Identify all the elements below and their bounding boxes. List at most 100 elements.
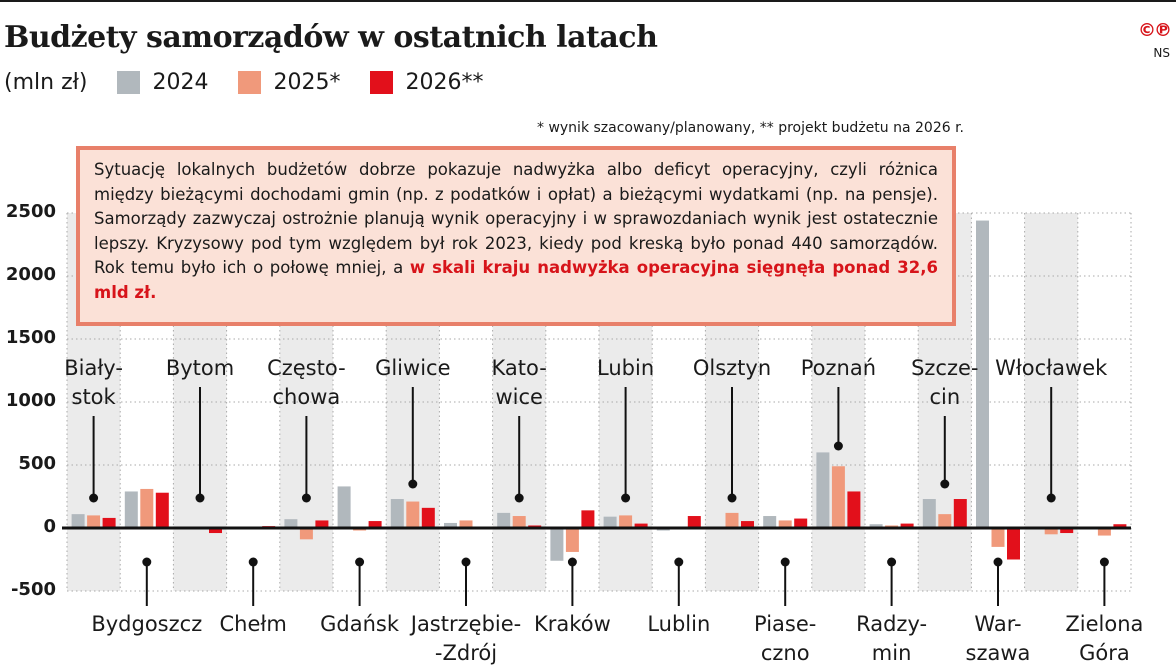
bar-2025 — [831, 466, 845, 528]
legend-item-2024: 2024 — [117, 70, 208, 95]
bar-2026 — [581, 510, 595, 528]
pointer-dot — [1046, 493, 1056, 503]
bar-2026 — [953, 499, 967, 528]
city-label: War- szawa — [965, 612, 1031, 665]
bar-2024 — [976, 220, 989, 528]
bar-2026 — [900, 523, 914, 528]
pointer-dot — [461, 557, 471, 567]
pointer-dot — [355, 557, 365, 567]
bar-2026 — [1060, 528, 1074, 534]
chart-title: Budżety samorządów w ostatnich latach — [4, 20, 658, 55]
city-label: Piase- czno — [754, 612, 817, 665]
city-label: Szcze- cin — [911, 356, 979, 409]
info-box: Sytuację lokalnych budżetów dobrze pokaz… — [76, 146, 956, 326]
pointer-dot — [674, 557, 684, 567]
city-label: Biały- stok — [64, 356, 123, 409]
bar-2026 — [1007, 528, 1020, 560]
city-label: Lublin — [647, 612, 711, 636]
info-highlight: w skali kraju nadwyżka operacyjna sięgnę… — [94, 258, 938, 302]
city-label: Kato- wice — [491, 356, 547, 409]
city-label: Lubin — [597, 356, 655, 380]
city-label: Olsztyn — [692, 356, 772, 380]
top-rule — [0, 0, 1176, 2]
city-label: Chełm — [219, 612, 287, 636]
bar-2024 — [337, 486, 351, 528]
y-tick-label: 2000 — [5, 264, 56, 285]
bar-2026 — [847, 491, 861, 528]
author-initials: NS — [1153, 46, 1170, 60]
bar-2024 — [603, 516, 617, 528]
y-tick-label: 1500 — [5, 327, 56, 348]
bar-2024 — [284, 519, 298, 528]
bar-2026 — [421, 507, 435, 528]
copyright-icon: ©℗ — [1138, 20, 1172, 41]
bar-2026 — [741, 521, 754, 528]
city-label: Radzy- min — [856, 612, 928, 665]
pointer-dot — [727, 493, 737, 503]
bar-2024 — [763, 516, 777, 528]
bar-2026 — [315, 520, 329, 528]
pointer-dot — [833, 441, 843, 451]
pointer-dot — [940, 479, 950, 489]
pointer-dot — [408, 479, 418, 489]
legend-swatch — [117, 71, 141, 94]
legend-label: 2024 — [152, 70, 209, 95]
pointer-dot — [301, 493, 311, 503]
bar-2025 — [459, 520, 473, 528]
bar-2025 — [938, 514, 952, 528]
legend-label: 2026** — [405, 70, 484, 95]
legend-item-2025: 2025* — [238, 70, 340, 95]
city-label: Jastrzębie- -Zdrój — [410, 612, 522, 665]
bar-2026 — [155, 492, 169, 528]
city-label: Gliwice — [375, 356, 451, 380]
y-tick-label: 1000 — [5, 390, 56, 411]
info-text: Sytuację lokalnych budżetów dobrze pokaz… — [94, 160, 938, 277]
bar-2026 — [368, 521, 382, 528]
city-label: Poznań — [800, 356, 877, 380]
legend-swatch — [238, 71, 262, 94]
pointer-dot — [195, 493, 205, 503]
pointer-dot — [567, 557, 577, 567]
bar-2026 — [794, 518, 808, 528]
bar-2025 — [778, 520, 792, 528]
bar-2025 — [725, 512, 739, 528]
bar-2024 — [816, 452, 830, 528]
bar-2025 — [140, 488, 154, 528]
bar-2024 — [390, 499, 404, 528]
city-label: Włocławek — [995, 356, 1108, 380]
city-label: Zielona Góra — [1065, 612, 1144, 665]
bar-2026 — [209, 528, 222, 534]
bar-2026 — [634, 523, 648, 528]
legend: (mln zł) 2024 2025* 2026** — [4, 70, 513, 95]
legend-item-2026: 2026** — [370, 70, 483, 95]
bar-2024 — [124, 491, 138, 528]
y-tick-label: 0 — [43, 516, 56, 537]
city-label: Gdańsk — [320, 612, 400, 636]
pointer-dot — [621, 493, 631, 503]
bar-2026 — [102, 517, 116, 528]
pointer-dot — [993, 557, 1003, 567]
pointer-dot — [887, 557, 897, 567]
bar-2024 — [444, 522, 457, 528]
pointer-dot — [780, 557, 790, 567]
bar-2025 — [512, 516, 526, 528]
bar-2024 — [71, 514, 85, 528]
pointer-dot — [1099, 557, 1109, 567]
bar-2025 — [87, 515, 101, 528]
bar-2025 — [299, 528, 313, 540]
pointer-dot — [89, 493, 99, 503]
bar-2025 — [619, 515, 633, 528]
y-tick-label: 2500 — [5, 201, 56, 222]
bar-2024 — [497, 512, 511, 528]
pointer-dot — [248, 557, 258, 567]
bar-2025 — [565, 528, 579, 552]
city-label: Często- chowa — [267, 356, 346, 409]
city-label: Bydgoszcz — [91, 612, 203, 636]
pointer-dot — [514, 493, 524, 503]
legend-label: 2025* — [273, 70, 341, 95]
bar-2024 — [922, 499, 936, 528]
pointer-dot — [142, 557, 152, 567]
bar-2025 — [1097, 528, 1111, 536]
